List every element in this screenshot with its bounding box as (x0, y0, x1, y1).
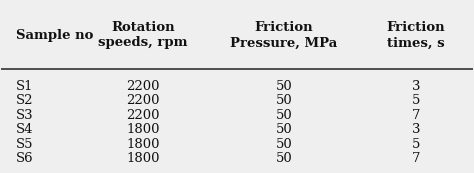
Text: 2200: 2200 (126, 80, 160, 93)
Text: Friction
times, s: Friction times, s (387, 21, 446, 49)
Text: 7: 7 (412, 152, 420, 165)
Text: 3: 3 (412, 123, 420, 136)
Text: S2: S2 (16, 94, 33, 107)
Text: Rotation
speeds, rpm: Rotation speeds, rpm (98, 21, 188, 49)
Text: S1: S1 (16, 80, 33, 93)
Text: 50: 50 (276, 109, 292, 122)
Text: S5: S5 (16, 138, 33, 151)
Text: 3: 3 (412, 80, 420, 93)
Text: 50: 50 (276, 94, 292, 107)
Text: 50: 50 (276, 80, 292, 93)
Text: 50: 50 (276, 123, 292, 136)
Text: 2200: 2200 (126, 109, 160, 122)
Text: 2200: 2200 (126, 94, 160, 107)
Text: S4: S4 (16, 123, 33, 136)
Text: 7: 7 (412, 109, 420, 122)
Text: S3: S3 (16, 109, 33, 122)
Text: 1800: 1800 (126, 138, 160, 151)
Text: S6: S6 (16, 152, 33, 165)
Text: 1800: 1800 (126, 123, 160, 136)
Text: 5: 5 (412, 138, 420, 151)
Text: Friction
Pressure, MPa: Friction Pressure, MPa (230, 21, 338, 49)
Text: 5: 5 (412, 94, 420, 107)
Text: Sample no: Sample no (16, 29, 93, 42)
Text: 50: 50 (276, 138, 292, 151)
Text: 50: 50 (276, 152, 292, 165)
Text: 1800: 1800 (126, 152, 160, 165)
